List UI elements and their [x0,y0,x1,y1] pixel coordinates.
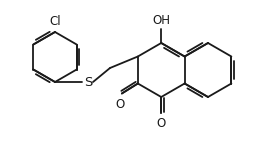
Text: O: O [115,99,124,112]
Text: Cl: Cl [49,15,60,28]
Text: S: S [84,75,92,88]
Text: O: O [156,117,165,130]
Text: OH: OH [152,14,170,27]
